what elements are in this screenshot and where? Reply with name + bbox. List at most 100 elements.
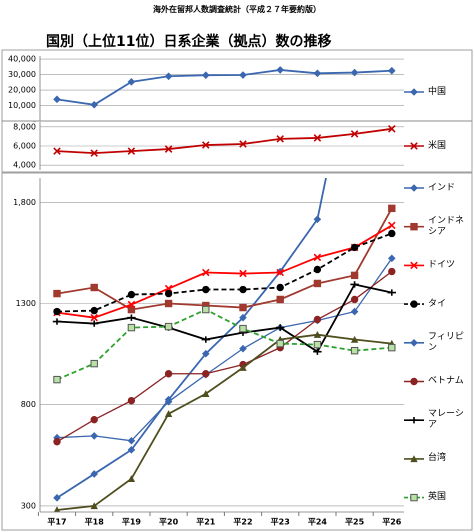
marker xyxy=(239,269,247,278)
marker xyxy=(127,396,136,405)
legend-label: 中国 xyxy=(428,86,447,97)
x-tick-label: 平26 xyxy=(382,518,402,527)
marker xyxy=(409,417,419,424)
marker xyxy=(388,343,396,352)
marker xyxy=(350,346,359,355)
legend-label: インド xyxy=(428,182,456,193)
marker xyxy=(313,134,322,142)
subtitle: 海外在留邦人数調査統計（平成２７年要約版） xyxy=(153,5,321,14)
panel-frame xyxy=(1,172,473,531)
legend-label: 台湾 xyxy=(428,453,447,464)
marker xyxy=(90,415,98,424)
x-tick-label: 平17 xyxy=(47,518,66,527)
y-tick-label: 30,000 xyxy=(8,70,36,79)
marker xyxy=(164,299,173,308)
marker xyxy=(410,142,418,150)
marker xyxy=(239,313,247,322)
marker xyxy=(202,268,210,277)
title: 国別（上位11位）日系企業（拠点）数の推移 xyxy=(46,34,332,50)
marker xyxy=(90,306,98,315)
marker xyxy=(164,145,173,153)
y-tick-label: 800 xyxy=(21,400,36,409)
marker xyxy=(202,349,210,358)
legend-label: タイ xyxy=(428,298,447,309)
panel-frame xyxy=(1,49,473,122)
marker xyxy=(164,72,173,81)
marker xyxy=(388,204,396,213)
marker xyxy=(388,267,396,276)
marker xyxy=(164,397,173,406)
marker xyxy=(351,37,359,45)
marker xyxy=(127,446,136,454)
marker xyxy=(53,147,61,155)
marker xyxy=(388,221,396,230)
x-tick-label: 平19 xyxy=(122,518,142,527)
marker xyxy=(239,140,247,148)
marker xyxy=(127,78,136,86)
series-line xyxy=(56,333,392,511)
marker xyxy=(350,281,359,288)
marker xyxy=(127,436,136,445)
marker xyxy=(276,339,284,348)
x-tick-label: 平25 xyxy=(345,518,365,527)
marker xyxy=(313,265,322,274)
series-line xyxy=(56,283,392,353)
marker xyxy=(276,324,285,331)
marker xyxy=(388,66,396,75)
marker xyxy=(276,283,284,292)
marker xyxy=(313,215,322,224)
series-line xyxy=(56,257,393,442)
marker xyxy=(350,130,359,138)
marker xyxy=(313,315,322,324)
marker xyxy=(350,68,359,77)
marker xyxy=(350,271,359,280)
marker xyxy=(410,223,418,231)
marker xyxy=(239,303,247,312)
marker xyxy=(313,330,322,338)
marker xyxy=(350,243,359,252)
marker xyxy=(410,88,418,96)
marker xyxy=(53,438,61,446)
marker xyxy=(53,289,61,298)
marker xyxy=(127,290,136,299)
marker xyxy=(127,305,136,314)
marker xyxy=(276,135,284,143)
marker xyxy=(387,289,396,296)
series-line xyxy=(56,127,392,155)
legend-label: 英国 xyxy=(428,492,447,503)
marker xyxy=(410,493,418,502)
marker xyxy=(276,66,284,74)
marker xyxy=(239,344,247,353)
marker xyxy=(202,141,210,149)
series-line xyxy=(56,308,392,381)
legend-label: インドネシア xyxy=(428,215,465,237)
marker xyxy=(127,147,136,155)
marker xyxy=(202,71,210,79)
marker xyxy=(410,184,418,192)
marker xyxy=(53,494,61,502)
marker xyxy=(410,261,418,270)
series-group xyxy=(53,66,396,109)
marker xyxy=(313,253,322,262)
marker xyxy=(127,300,136,309)
marker xyxy=(90,432,98,440)
marker xyxy=(127,314,136,321)
marker xyxy=(276,295,284,304)
marker xyxy=(90,313,98,322)
marker xyxy=(239,324,247,333)
y-tick-label: 10,000 xyxy=(8,101,36,110)
marker xyxy=(239,71,247,79)
marker xyxy=(164,410,173,418)
marker xyxy=(350,295,359,304)
y-tick-label: 6,000 xyxy=(13,142,36,151)
y-tick-label: 1300 xyxy=(16,299,36,308)
marker xyxy=(350,307,359,316)
legend-label: ドイツ xyxy=(428,259,456,270)
x-tick-label: 平18 xyxy=(85,518,105,527)
y-tick-label: 300 xyxy=(21,501,36,510)
x-tick-label: 平24 xyxy=(308,518,328,527)
x-tick-label: 平23 xyxy=(271,518,290,527)
series-line xyxy=(56,232,393,313)
marker xyxy=(127,323,136,332)
